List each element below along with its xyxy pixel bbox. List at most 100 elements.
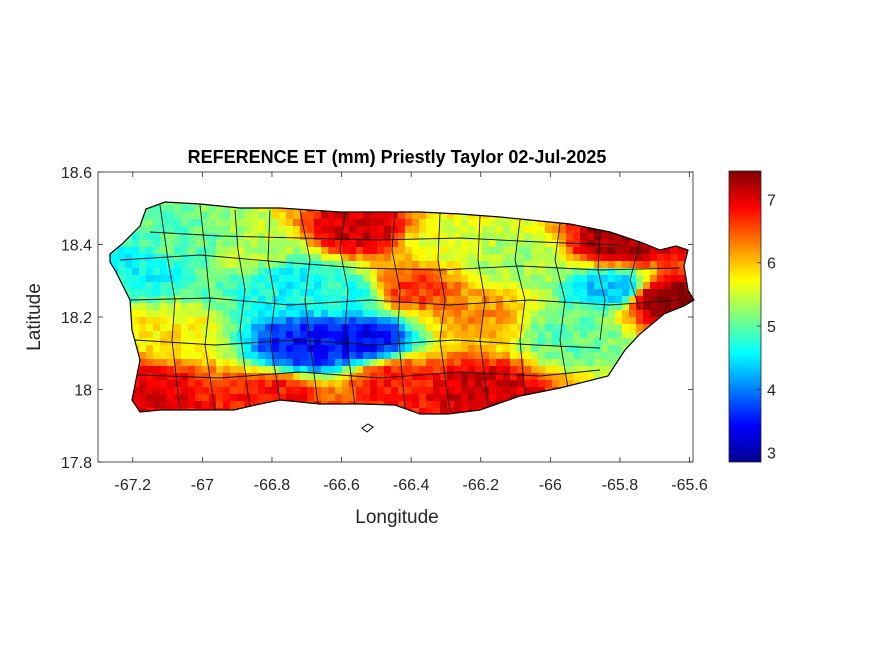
heatmap-cell <box>188 373 195 380</box>
heatmap-cell <box>419 240 426 247</box>
heatmap-cell <box>342 268 349 275</box>
heatmap-cell <box>125 268 132 275</box>
heatmap-cell <box>454 394 461 401</box>
heatmap-cell <box>503 359 510 366</box>
heatmap-cell <box>279 282 286 289</box>
heatmap-cell <box>524 219 531 226</box>
heatmap-cell <box>615 240 622 247</box>
heatmap-cell <box>496 289 503 296</box>
x-tick-label: -66.8 <box>254 477 291 494</box>
heatmap-cell <box>314 282 321 289</box>
heatmap-cell <box>160 205 167 212</box>
heatmap-cell <box>146 226 153 233</box>
heatmap-cell <box>272 212 279 219</box>
coastline <box>109 201 695 415</box>
heatmap-cell <box>419 275 426 282</box>
heatmap-cell <box>286 303 293 310</box>
heatmap-cell <box>510 247 517 254</box>
heatmap-cell <box>622 282 629 289</box>
heatmap-cell <box>552 359 559 366</box>
heatmap-cell <box>174 254 181 261</box>
y-tick-label: 18 <box>74 383 92 400</box>
heatmap-cell <box>657 247 664 254</box>
heatmap-cell <box>468 366 475 373</box>
heatmap-cell <box>237 310 244 317</box>
heatmap-cell <box>643 268 650 275</box>
heatmap-cell <box>370 268 377 275</box>
heatmap-cell <box>510 226 517 233</box>
heatmap-cell <box>132 303 139 310</box>
heatmap-cell <box>489 219 496 226</box>
heatmap-cell <box>510 240 517 247</box>
heatmap-cell <box>580 324 587 331</box>
heatmap-cell <box>461 289 468 296</box>
heatmap-cell <box>496 240 503 247</box>
heatmap-cell <box>188 345 195 352</box>
heatmap-cell <box>230 310 237 317</box>
heatmap-cell <box>524 289 531 296</box>
heatmap-cell <box>335 212 342 219</box>
colorbar-tick-label: 4 <box>767 382 776 399</box>
heatmap-cell <box>223 247 230 254</box>
heatmap-cell <box>454 366 461 373</box>
heatmap-cell <box>475 401 482 408</box>
heatmap-cell <box>433 366 440 373</box>
heatmap-cell <box>384 310 391 317</box>
heatmap-cell <box>174 338 181 345</box>
heatmap-cell <box>328 352 335 359</box>
heatmap-cell <box>181 247 188 254</box>
heatmap-cell <box>587 324 594 331</box>
heatmap-cell <box>153 212 160 219</box>
heatmap-cell <box>475 331 482 338</box>
heatmap-cell <box>629 240 636 247</box>
heatmap-cell <box>370 233 377 240</box>
heatmap-cell <box>195 233 202 240</box>
heatmap-cell <box>384 289 391 296</box>
heatmap-cell <box>608 247 615 254</box>
heatmap-cell <box>321 373 328 380</box>
heatmap-cell <box>657 254 664 261</box>
heatmap-cell <box>300 373 307 380</box>
heatmap-cell <box>433 387 440 394</box>
heatmap-cell <box>398 303 405 310</box>
heatmap-cell <box>517 275 524 282</box>
heatmap-cell <box>608 282 615 289</box>
heatmap-cell <box>475 282 482 289</box>
heatmap-cell <box>475 324 482 331</box>
heatmap-cell <box>244 394 251 401</box>
heatmap-cell <box>594 352 601 359</box>
heatmap-cell <box>335 289 342 296</box>
heatmap-cell <box>251 240 258 247</box>
heatmap-cell <box>447 226 454 233</box>
heatmap-cell <box>153 219 160 226</box>
heatmap-cell <box>223 401 230 408</box>
heatmap-cell <box>377 233 384 240</box>
heatmap-cell <box>538 261 545 268</box>
heatmap-cell <box>160 401 167 408</box>
heatmap-cell <box>517 233 524 240</box>
heatmap-cell <box>615 310 622 317</box>
heatmap-cell <box>258 394 265 401</box>
heatmap-cell <box>244 331 251 338</box>
heatmap-cell <box>510 219 517 226</box>
heatmap-cell <box>342 261 349 268</box>
heatmap-cell <box>636 289 643 296</box>
heatmap-cell <box>685 296 692 303</box>
heatmap-cell <box>251 261 258 268</box>
heatmap-cell <box>447 345 454 352</box>
heatmap-cell <box>510 254 517 261</box>
heatmap-cell <box>440 394 447 401</box>
heatmap-cell <box>328 282 335 289</box>
heatmap-cell <box>503 247 510 254</box>
heatmap-cell <box>167 275 174 282</box>
heatmap-cell <box>258 275 265 282</box>
heatmap-cell <box>153 380 160 387</box>
heatmap-cell <box>559 324 566 331</box>
heatmap-cell <box>258 345 265 352</box>
heatmap-cell <box>475 352 482 359</box>
heatmap-cell <box>139 310 146 317</box>
heatmap-cell <box>195 373 202 380</box>
heatmap-cell <box>356 240 363 247</box>
heatmap-cell <box>545 240 552 247</box>
heatmap-cell <box>160 212 167 219</box>
